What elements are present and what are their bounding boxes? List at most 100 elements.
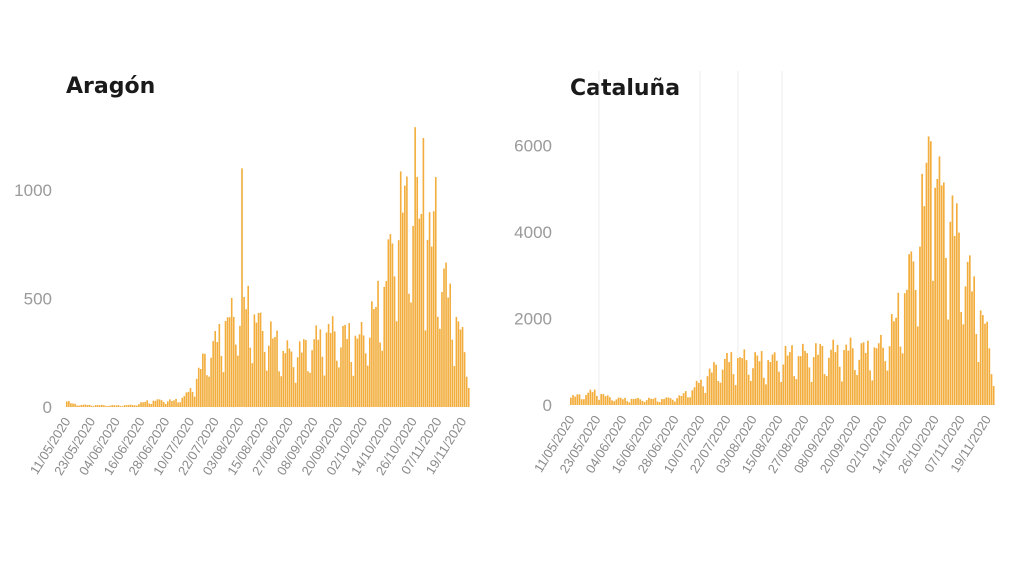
- bar: [358, 334, 361, 407]
- bar: [208, 376, 210, 407]
- bar: [669, 398, 672, 405]
- bar: [255, 322, 258, 407]
- bar: [741, 358, 743, 405]
- bar: [782, 364, 785, 405]
- bar: [680, 395, 683, 405]
- bar: [912, 261, 915, 405]
- bar: [311, 350, 313, 407]
- bar: [778, 371, 780, 405]
- bar: [268, 345, 270, 407]
- bar: [832, 339, 835, 405]
- bar: [375, 306, 377, 407]
- bar: [901, 353, 904, 405]
- bar: [786, 355, 789, 405]
- bar: [921, 173, 923, 405]
- bar: [173, 400, 175, 407]
- bar: [762, 377, 765, 405]
- bar: [307, 371, 309, 407]
- bar: [237, 355, 239, 407]
- bar: [626, 401, 629, 405]
- bar: [356, 338, 359, 407]
- bar: [864, 353, 867, 405]
- bar: [622, 399, 624, 405]
- bar: [290, 351, 293, 407]
- bar: [202, 353, 204, 407]
- bar: [249, 347, 252, 407]
- bar: [897, 292, 900, 405]
- chart-panel-aragon: Aragón 0 500 1000 11/05/2020 23/05/2020 04/06…: [0, 0, 500, 576]
- bar: [674, 401, 676, 405]
- bar: [658, 402, 661, 405]
- bar: [752, 368, 754, 405]
- bar: [430, 246, 433, 407]
- bar: [321, 356, 324, 407]
- bar: [749, 380, 752, 405]
- bar: [730, 352, 733, 405]
- bar: [381, 350, 383, 407]
- bar: [721, 369, 724, 405]
- bar: [123, 405, 126, 407]
- bar: [84, 404, 87, 407]
- bar: [206, 375, 208, 407]
- bar: [428, 212, 431, 407]
- bar: [667, 397, 670, 405]
- bar: [103, 405, 105, 407]
- bar: [951, 195, 954, 405]
- bar: [880, 334, 882, 405]
- bar: [261, 330, 264, 407]
- bar: [76, 405, 78, 407]
- bar: [910, 251, 913, 405]
- bar: [232, 316, 235, 407]
- bar: [360, 321, 363, 407]
- bar: [418, 218, 421, 407]
- bar: [294, 382, 297, 407]
- bar: [717, 381, 720, 405]
- bar: [101, 404, 103, 407]
- bar: [726, 352, 728, 405]
- bar: [704, 392, 707, 405]
- bar: [298, 341, 301, 407]
- bar: [654, 397, 657, 405]
- bar: [253, 314, 256, 407]
- bar: [745, 360, 748, 405]
- y-tick-label: 2000: [514, 310, 552, 329]
- bar: [821, 345, 824, 405]
- bar: [849, 337, 852, 405]
- bar: [663, 399, 665, 405]
- bar: [598, 399, 600, 405]
- bar: [131, 405, 134, 407]
- bar: [611, 400, 613, 405]
- bar: [410, 302, 412, 407]
- bar: [656, 401, 659, 405]
- bar: [138, 404, 140, 407]
- bar: [90, 405, 93, 407]
- bar: [691, 390, 694, 405]
- bar: [373, 308, 375, 407]
- bar: [899, 346, 902, 405]
- bar: [830, 349, 832, 405]
- bar: [743, 349, 746, 405]
- bar: [604, 396, 607, 405]
- bar: [747, 374, 750, 405]
- bar: [966, 261, 969, 405]
- bar: [637, 397, 639, 405]
- bar: [929, 141, 932, 405]
- chart-panel-cataluna: Cataluña 0 2000 4000 6000 11/05/2020 23/05/20…: [500, 0, 1024, 576]
- bar: [443, 268, 445, 407]
- bar: [916, 326, 919, 405]
- bar: [572, 395, 574, 405]
- bar: [408, 293, 410, 407]
- bar: [286, 340, 289, 407]
- bar: [812, 357, 815, 405]
- bar: [632, 399, 635, 405]
- bar: [305, 340, 307, 407]
- bar: [817, 354, 819, 405]
- bar: [465, 376, 468, 407]
- bar: [278, 371, 280, 407]
- bar: [235, 344, 237, 407]
- bar: [109, 405, 111, 407]
- bar: [806, 353, 809, 405]
- bar: [583, 399, 585, 405]
- bar: [107, 406, 109, 407]
- bar: [903, 293, 906, 405]
